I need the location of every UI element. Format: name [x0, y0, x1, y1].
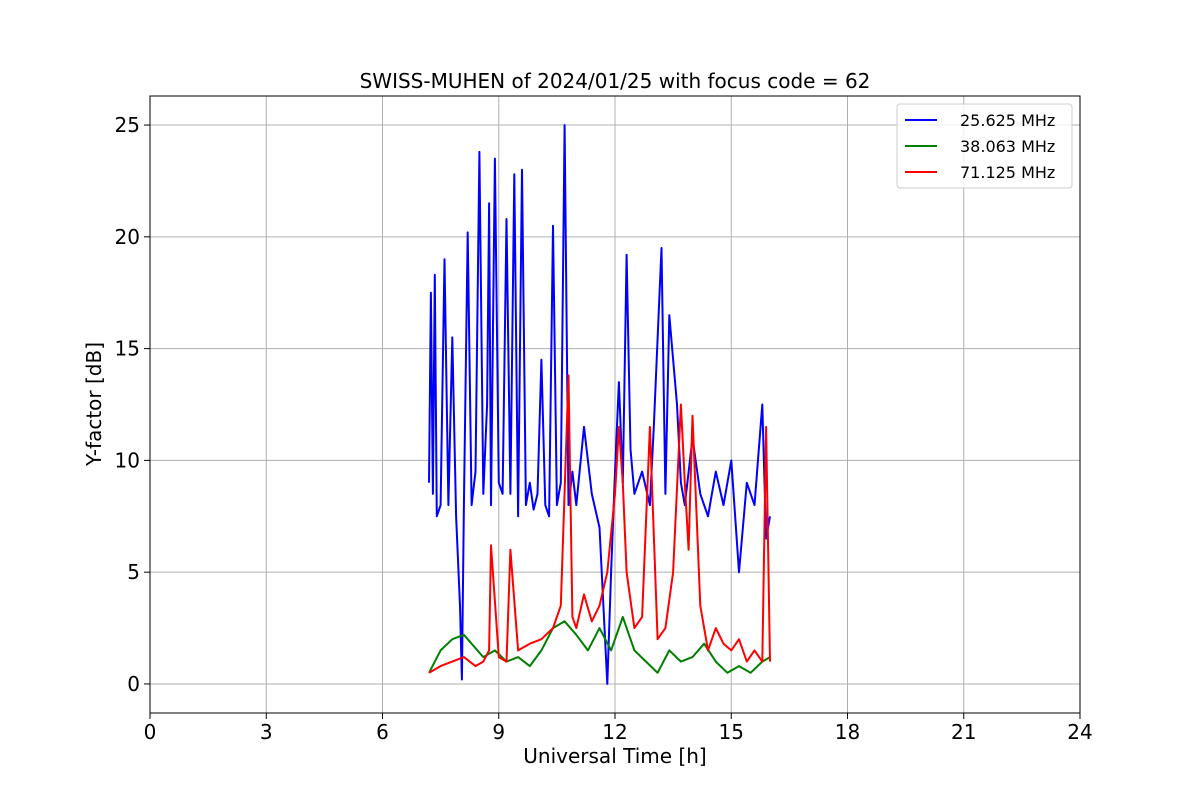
x-tick-label: 0	[144, 720, 157, 744]
legend-label-3: 71.125 MHz	[960, 163, 1055, 182]
x-tick-label: 9	[492, 720, 505, 744]
x-tick-label: 6	[376, 720, 389, 744]
series-line-2	[428, 615, 771, 674]
series-layer	[428, 124, 771, 685]
series-line-1	[428, 124, 771, 685]
legend: 25.625 MHz 38.063 MHz 71.125 MHz	[896, 103, 1073, 189]
x-tick-label: 15	[719, 720, 744, 744]
axis-ticks: 0 3 6 9 12 15 18 21 24 0 5 10 15 20 25	[115, 113, 1093, 744]
x-tick-label: 18	[835, 720, 860, 744]
y-tick-label: 10	[115, 448, 140, 472]
x-tick-label: 21	[951, 720, 976, 744]
y-tick-label: 15	[115, 337, 140, 361]
chart-title: SWISS-MUHEN of 2024/01/25 with focus cod…	[360, 69, 871, 93]
series-line-3	[428, 374, 771, 674]
y-tick-label: 20	[115, 225, 140, 249]
x-tick-label: 24	[1067, 720, 1092, 744]
y-tick-label: 5	[127, 560, 140, 584]
y-tick-label: 0	[127, 672, 140, 696]
legend-label-1: 25.625 MHz	[960, 111, 1055, 130]
legend-label-2: 38.063 MHz	[960, 137, 1055, 156]
x-tick-label: 3	[260, 720, 273, 744]
y-axis-label: Y-factor [dB]	[82, 342, 106, 467]
x-tick-label: 12	[602, 720, 627, 744]
x-axis-label: Universal Time [h]	[523, 744, 706, 768]
legend-box	[896, 103, 1073, 189]
y-tick-label: 25	[115, 113, 140, 137]
